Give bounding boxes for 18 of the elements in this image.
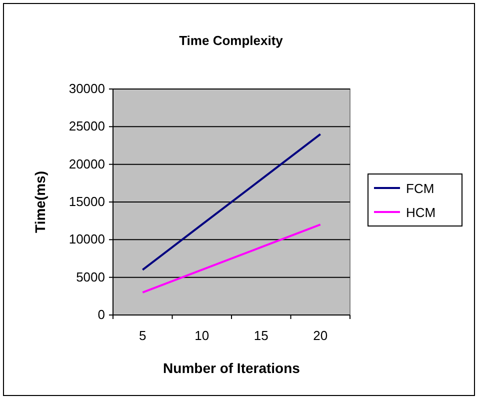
y-tick-label: 10000 — [68, 232, 105, 247]
line-series — [142, 133, 322, 271]
line-series — [142, 224, 322, 294]
y-axis-title: Time(ms) — [32, 171, 48, 233]
y-tick-label: 20000 — [68, 156, 105, 172]
x-tick-label: 15 — [254, 328, 268, 343]
y-tick-label: 15000 — [68, 194, 105, 209]
legend-label: HCM — [406, 205, 436, 220]
y-tick-label: 25000 — [68, 118, 105, 134]
x-axis-title: Number of Iterations — [163, 360, 300, 376]
x-tick-label: 20 — [313, 328, 328, 343]
chart-title: Time Complexity — [179, 33, 284, 48]
x-tick-label: 5 — [139, 328, 146, 343]
x-tick-label: 10 — [194, 328, 210, 343]
y-tick-label: 30000 — [68, 81, 105, 96]
y-tick-label: 0 — [98, 307, 105, 322]
legend-label: FCM — [406, 181, 434, 196]
y-tick-label: 5000 — [76, 269, 105, 284]
